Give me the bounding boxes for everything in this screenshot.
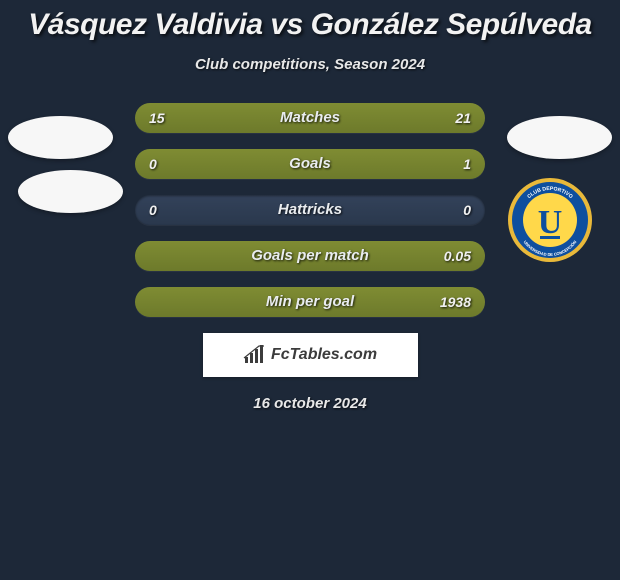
- stat-label: Goals per match: [135, 241, 485, 271]
- stat-row: Hattricks0 0: [135, 195, 485, 225]
- stat-label: Min per goal: [135, 287, 485, 317]
- date-text: 16 october 2024: [0, 395, 620, 412]
- stat-label: Goals: [135, 149, 485, 179]
- page-title: Vásquez Valdivia vs González Sepúlveda: [0, 0, 620, 42]
- stat-value-right: 0.05: [444, 241, 471, 271]
- stat-value-left: 0: [149, 149, 157, 179]
- stat-value-left: 15: [149, 103, 165, 133]
- bar-chart-icon: [243, 345, 267, 365]
- brand-text: FcTables.com: [271, 346, 377, 364]
- stat-value-left: 0: [149, 195, 157, 225]
- brand-box: FcTables.com: [203, 333, 418, 377]
- stats-container: Matches1521Goals01Hattricks00Goals per m…: [0, 103, 620, 317]
- stat-row: Matches15 21: [135, 103, 485, 133]
- stat-label: Matches: [135, 103, 485, 133]
- stat-value-right: 0: [463, 195, 471, 225]
- stat-label: Hattricks: [135, 195, 485, 225]
- stat-value-right: 21: [455, 103, 471, 133]
- stat-value-right: 1: [463, 149, 471, 179]
- stat-row: Goals0 1: [135, 149, 485, 179]
- stat-value-right: 1938: [440, 287, 471, 317]
- stat-row: Min per goal1938: [135, 287, 485, 317]
- stat-row: Goals per match0.05: [135, 241, 485, 271]
- subtitle: Club competitions, Season 2024: [0, 56, 620, 73]
